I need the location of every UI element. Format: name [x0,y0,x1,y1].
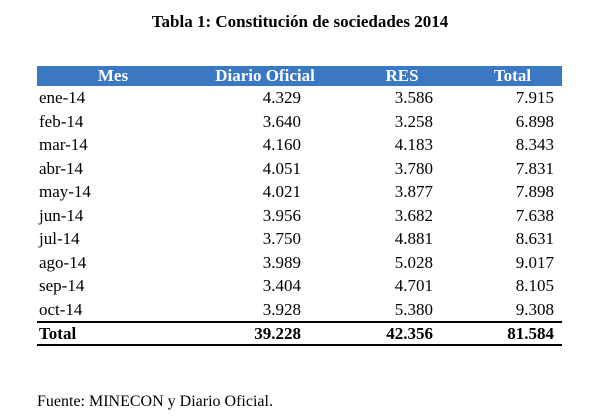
cell-mes: jul-14 [39,229,80,248]
header-mes: Mes [37,66,189,86]
cell-total: 7.915 [515,88,554,107]
cell-res: 5.380 [394,299,433,319]
table-row: feb-14 3.640 3.258 6.898 [37,110,562,134]
cell-diario-oficial: 3.404 [262,276,301,295]
total-label: Total [37,321,189,346]
total-row: Total 39.228 42.356 81.584 [37,321,562,346]
table-title: Tabla 1: Constitución de sociedades 2014 [151,12,449,31]
cell-total: 8.343 [515,135,554,154]
table-row: jul-14 3.750 4.881 8.631 [37,227,562,251]
cell-res: 3.586 [394,88,433,107]
cell-diario-oficial: 3.750 [262,229,301,248]
table-row: abr-14 4.051 3.780 7.831 [37,157,562,181]
cell-total: 8.631 [515,229,554,248]
cell-res: 3.258 [394,111,433,131]
cell-total: 7.831 [515,158,554,178]
header-total: Total [463,66,562,86]
cell-res: 3.682 [394,205,433,225]
table-row: may-14 4.021 3.877 7.898 [37,180,562,204]
cell-diario-oficial: 3.989 [262,252,301,272]
total-diario-oficial: 39.228 [189,321,341,346]
table-row: jun-14 3.956 3.682 7.638 [37,204,562,228]
header-res: RES [341,66,463,86]
cell-res: 4.183 [394,135,433,154]
cell-total: 6.898 [515,111,554,131]
cell-mes: feb-14 [39,111,84,131]
table-header-row: Mes Diario Oficial RES Total [37,66,562,86]
cell-res: 3.877 [394,182,433,201]
cell-res: 4.881 [394,229,433,248]
cell-total: 7.898 [515,182,554,201]
cell-total: 8.105 [515,276,554,295]
cell-diario-oficial: 4.160 [262,135,301,154]
cell-mes: oct-14 [39,299,83,319]
table-row: oct-14 3.928 5.380 9.308 [37,298,562,323]
table-row: ago-14 3.989 5.028 9.017 [37,251,562,275]
cell-res: 5.028 [394,252,433,272]
header-diario-oficial: Diario Oficial [189,66,341,86]
cell-mes: ene-14 [39,88,86,107]
cell-diario-oficial: 3.956 [262,205,301,225]
source-note: Fuente: MINECON y Diario Oficial. [37,393,273,410]
cell-res: 3.780 [394,158,433,178]
cell-diario-oficial: 4.021 [262,182,301,201]
cell-res: 4.701 [394,276,433,295]
cell-mes: sep-14 [39,276,85,295]
cell-diario-oficial: 4.051 [262,158,301,178]
cell-total: 9.017 [515,252,554,272]
cell-diario-oficial: 3.640 [262,111,301,131]
cell-total: 9.308 [515,299,554,319]
total-res: 42.356 [341,321,463,346]
cell-diario-oficial: 3.928 [262,299,301,319]
cell-mes: mar-14 [39,135,88,154]
table-row: mar-14 4.160 4.183 8.343 [37,133,562,157]
cell-mes: abr-14 [39,158,84,178]
cell-mes: may-14 [39,182,91,201]
table-row: ene-14 4.329 3.586 7.915 [37,86,562,110]
data-table: Mes Diario Oficial RES Total ene-14 4.32… [37,66,562,346]
total-total: 81.584 [463,321,562,346]
cell-diario-oficial: 4.329 [262,88,301,107]
table-row: sep-14 3.404 4.701 8.105 [37,274,562,298]
cell-mes: ago-14 [39,252,87,272]
cell-mes: jun-14 [39,205,84,225]
cell-total: 7.638 [515,205,554,225]
